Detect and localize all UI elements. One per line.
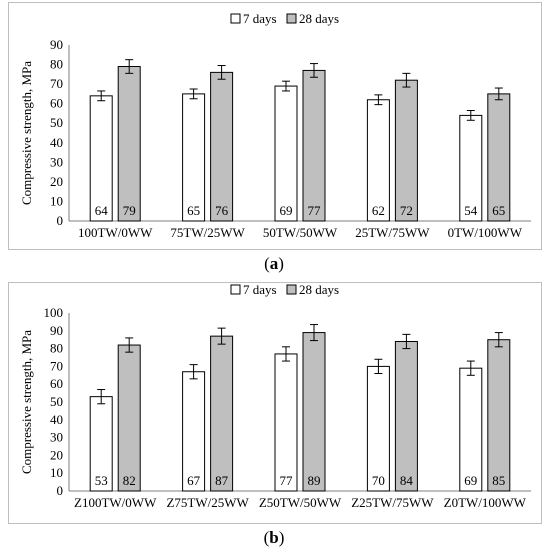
chart-a-data-label: 77 <box>308 203 322 218</box>
chart-a-y-tick-label: 10 <box>50 193 63 208</box>
chart-a-data-label: 76 <box>215 203 229 218</box>
caption-b: (b) <box>263 528 285 547</box>
chart-a-bar <box>182 93 206 222</box>
chart-b-y-tick-label: 100 <box>44 305 64 320</box>
chart-a-legend-swatch <box>230 13 241 24</box>
chart-a-y-tick-label: 60 <box>50 96 63 111</box>
chart-b-y-axis-label: Compressive strength, MPa <box>19 330 34 474</box>
chart-a-bar <box>210 71 234 222</box>
chart-b-category-label: Z50TW/50WW <box>259 495 342 510</box>
chart-b-data-label: 67 <box>187 473 201 488</box>
chart-b-category-label: Z0TW/100WW <box>444 495 527 510</box>
chart-b-y-tick-label: 30 <box>50 430 63 445</box>
chart-b-bar <box>210 335 234 492</box>
chart-a-data-label: 79 <box>123 203 136 218</box>
chart-b-y-tick-label: 60 <box>50 376 63 391</box>
chart-b-svg: 0 10 20 30 40 50 60 70 80 90 100 Compressive streng… <box>19 283 531 510</box>
chart-b-y-tick-label: 20 <box>50 447 63 462</box>
chart-a-bar <box>302 69 326 222</box>
chart-b-legend-label: 7 days <box>243 283 277 297</box>
chart-b-y-tick-label: 10 <box>50 465 63 480</box>
chart-b-bar <box>302 332 326 492</box>
chart-a-y-tick-label: 30 <box>50 154 63 169</box>
chart-b-y-tick-label: 50 <box>50 394 63 409</box>
chart-b-bar <box>394 340 418 492</box>
chart-a-legend-label: 7 days <box>243 11 277 26</box>
chart-a-y-tick-label: 40 <box>50 135 63 150</box>
chart-b-data-label: 84 <box>400 473 414 488</box>
chart-a-category-label: 0TW/100WW <box>448 225 523 240</box>
chart-b-data-label: 69 <box>464 473 477 488</box>
chart-b-y-tick-label: 40 <box>50 412 63 427</box>
chart-b-data-label: 89 <box>308 473 321 488</box>
chart-a-data-label: 72 <box>400 203 413 218</box>
chart-b-bar <box>487 339 511 492</box>
chart-b-data-label: 85 <box>492 473 505 488</box>
caption-a-letter: a <box>269 254 279 273</box>
caption-a: (a) <box>264 254 284 273</box>
chart-a-bar <box>274 85 298 222</box>
chart-a-category-label: 50TW/50WW <box>263 225 338 240</box>
chart-a-bar <box>117 66 141 222</box>
chart-a-bar <box>394 79 418 222</box>
chart-a-category-label: 75TW/25WW <box>170 225 245 240</box>
chart-b-data-label: 82 <box>123 473 136 488</box>
chart-a-data-label: 69 <box>280 203 293 218</box>
chart-b-legend-label: 28 days <box>299 283 339 297</box>
chart-b-category-label: Z75TW/25WW <box>166 495 249 510</box>
chart-a-y-tick-label: 50 <box>50 115 63 130</box>
chart-b-data-label: 87 <box>215 473 229 488</box>
chart-b-data-label: 70 <box>372 473 385 488</box>
chart-a-legend-swatch <box>286 13 297 24</box>
chart-a-y-tick-label: 0 <box>57 213 64 228</box>
chart-a-svg: 0 10 20 30 40 50 60 70 80 90 Compressive strength,… <box>19 11 531 240</box>
chart-a-data-label: 54 <box>464 203 478 218</box>
chart-a-y-axis-label: Compressive strength, MPa <box>19 61 34 205</box>
chart-a-y-tick-label: 80 <box>50 57 63 72</box>
chart-panel-b: 0 10 20 30 40 50 60 70 80 90 100 Compressive streng… <box>8 282 542 524</box>
chart-a-legend-label: 28 days <box>299 11 339 26</box>
chart-b-legend-swatch <box>286 284 297 295</box>
chart-b-y-tick-label: 90 <box>50 323 63 338</box>
chart-b-y-tick-label: 0 <box>57 483 64 498</box>
chart-b-y-tick-label: 70 <box>50 358 63 373</box>
chart-a-data-label: 65 <box>492 203 505 218</box>
chart-a-bar <box>487 93 511 222</box>
chart-a-y-tick-label: 90 <box>50 37 63 52</box>
chart-a-data-label: 65 <box>187 203 200 218</box>
chart-b-data-label: 53 <box>95 473 108 488</box>
chart-b-y-tick-label: 80 <box>50 341 63 356</box>
chart-b-bar <box>117 344 141 492</box>
chart-a-y-tick-label: 70 <box>50 76 63 91</box>
chart-b-bar <box>274 353 298 492</box>
chart-a-category-label: 100TW/0WW <box>78 225 153 240</box>
chart-a-data-label: 64 <box>95 203 109 218</box>
chart-a-data-label: 62 <box>372 203 385 218</box>
caption-b-letter: b <box>269 528 279 547</box>
chart-b-category-label: Z25TW/75WW <box>351 495 434 510</box>
chart-a-category-label: 25TW/75WW <box>355 225 430 240</box>
chart-b-data-label: 77 <box>280 473 294 488</box>
chart-b-category-label: Z100TW/0WW <box>74 495 157 510</box>
chart-b-legend-swatch <box>230 284 241 295</box>
chart-a-y-tick-label: 20 <box>50 174 63 189</box>
chart-panel-a: 0 10 20 30 40 50 60 70 80 90 Compressive strength,… <box>8 2 542 250</box>
